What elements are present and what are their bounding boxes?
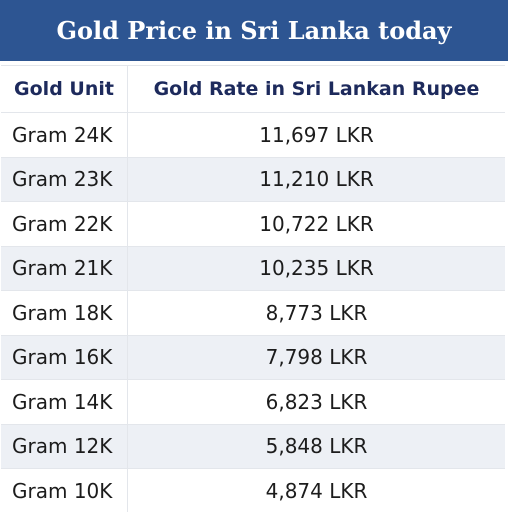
table-row: Gram 14K 6,823 LKR (1, 380, 505, 425)
table-row: Gram 10K 4,874 LKR (1, 469, 505, 512)
unit-cell: Gram 16K (1, 335, 128, 379)
table-row: Gram 18K 8,773 LKR (1, 291, 505, 336)
rate-cell: 6,823 LKR (265, 389, 368, 414)
table-row: Gram 22K 10,722 LKR (1, 202, 505, 247)
unit-cell: Gram 14K (1, 380, 128, 424)
table-header-row: Gold Unit Gold Rate in Sri Lankan Rupee (1, 66, 505, 113)
rate-cell: 10,722 LKR (259, 211, 374, 236)
unit-cell: Gram 18K (1, 291, 128, 335)
unit-cell: Gram 12K (1, 424, 128, 468)
table-row: Gram 24K 11,697 LKR (1, 113, 505, 158)
table-row: Gram 12K 5,848 LKR (1, 424, 505, 469)
table-row: Gram 16K 7,798 LKR (1, 335, 505, 380)
rate-cell: 4,874 LKR (265, 478, 368, 503)
unit-cell: Gram 24K (1, 113, 128, 157)
rate-cell: 11,697 LKR (259, 122, 374, 147)
column-header-unit: Gold Unit (1, 66, 128, 112)
unit-cell: Gram 23K (1, 157, 128, 201)
column-header-rate: Gold Rate in Sri Lankan Rupee (153, 78, 480, 100)
unit-cell: Gram 22K (1, 202, 128, 246)
rate-cell: 11,210 LKR (259, 167, 374, 192)
gold-rate-table: Gold Unit Gold Rate in Sri Lankan Rupee … (1, 65, 505, 512)
rate-cell: 8,773 LKR (265, 300, 368, 325)
unit-cell: Gram 10K (1, 469, 128, 512)
table-row: Gram 21K 10,235 LKR (1, 246, 505, 291)
unit-cell: Gram 21K (1, 246, 128, 290)
page-title: Gold Price in Sri Lanka today (0, 0, 508, 61)
rate-cell: 10,235 LKR (259, 256, 374, 281)
rate-cell: 7,798 LKR (265, 345, 368, 370)
rate-cell: 5,848 LKR (265, 434, 368, 459)
table-row: Gram 23K 11,210 LKR (1, 157, 505, 202)
